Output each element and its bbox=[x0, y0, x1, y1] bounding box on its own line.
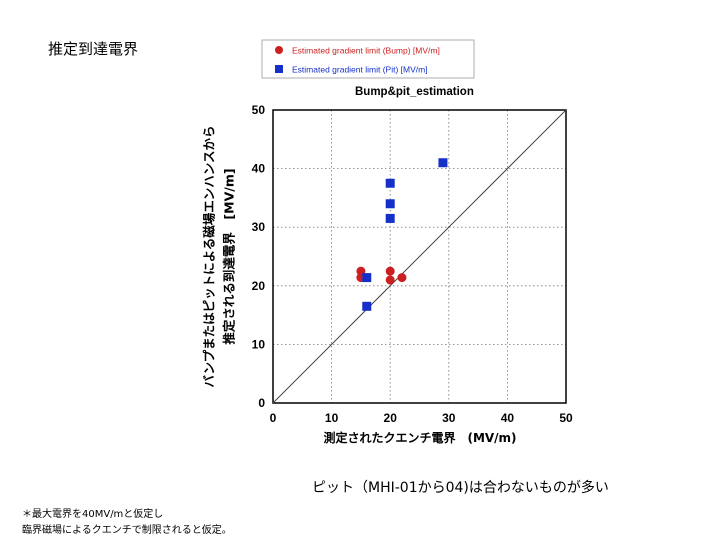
x-tick-label: 30 bbox=[442, 411, 456, 425]
pit-data-point bbox=[385, 178, 395, 188]
x-tick-label: 50 bbox=[559, 411, 573, 425]
reference-diagonal-line bbox=[272, 109, 567, 404]
legend-box bbox=[261, 39, 475, 79]
y-tick-label: 30 bbox=[252, 220, 266, 234]
observation-note: ピット（MHI-01から04)は合わないものが多い bbox=[312, 480, 609, 496]
plot-frame bbox=[272, 109, 567, 404]
x-tick-label: 0 bbox=[270, 411, 277, 425]
pit-data-point bbox=[362, 273, 372, 283]
legend-label: Estimated gradient limit (Pit) [MV/m] bbox=[292, 65, 428, 75]
pit-data-point bbox=[362, 301, 372, 311]
pit-data-point bbox=[438, 158, 448, 168]
y-tick-label: 0 bbox=[258, 396, 265, 410]
bump-data-point bbox=[385, 275, 395, 285]
data-points bbox=[356, 158, 448, 311]
axis-tick-labels: 0 10 20 30 40 50 0 10 20 30 40 50 bbox=[252, 103, 573, 425]
y-tick-label: 50 bbox=[252, 103, 266, 117]
bump-data-point bbox=[385, 266, 395, 276]
bump-data-point bbox=[397, 273, 407, 283]
footnote-line-1: ＊最大電界を40MV/mと仮定し bbox=[22, 509, 164, 520]
footnote-line-2: 臨界磁場によるクエンチで制限されると仮定。 bbox=[22, 525, 232, 536]
legend-marker-bump bbox=[275, 46, 283, 54]
slide-title: 推定到達電界 bbox=[48, 40, 139, 58]
chart-title: Bump&pit_estimation bbox=[355, 86, 474, 98]
chart-legend: Estimated gradient limit (Bump) [MV/m] Es… bbox=[261, 39, 475, 79]
x-tick-label: 40 bbox=[501, 411, 515, 425]
x-axis-label: 測定されたクエンチ電界 (MV/m) bbox=[323, 430, 516, 445]
y-tick-label: 10 bbox=[252, 337, 266, 351]
x-tick-label: 10 bbox=[325, 411, 339, 425]
legend-label: Estimated gradient limit (Bump) [MV/m] bbox=[292, 46, 440, 56]
y-tick-label: 20 bbox=[252, 279, 266, 293]
x-tick-label: 20 bbox=[384, 411, 398, 425]
legend-marker-pit bbox=[275, 65, 283, 73]
chart-grid bbox=[273, 110, 566, 403]
pit-data-point bbox=[385, 199, 395, 209]
pit-data-point bbox=[385, 213, 395, 223]
y-tick-label: 40 bbox=[252, 162, 266, 176]
